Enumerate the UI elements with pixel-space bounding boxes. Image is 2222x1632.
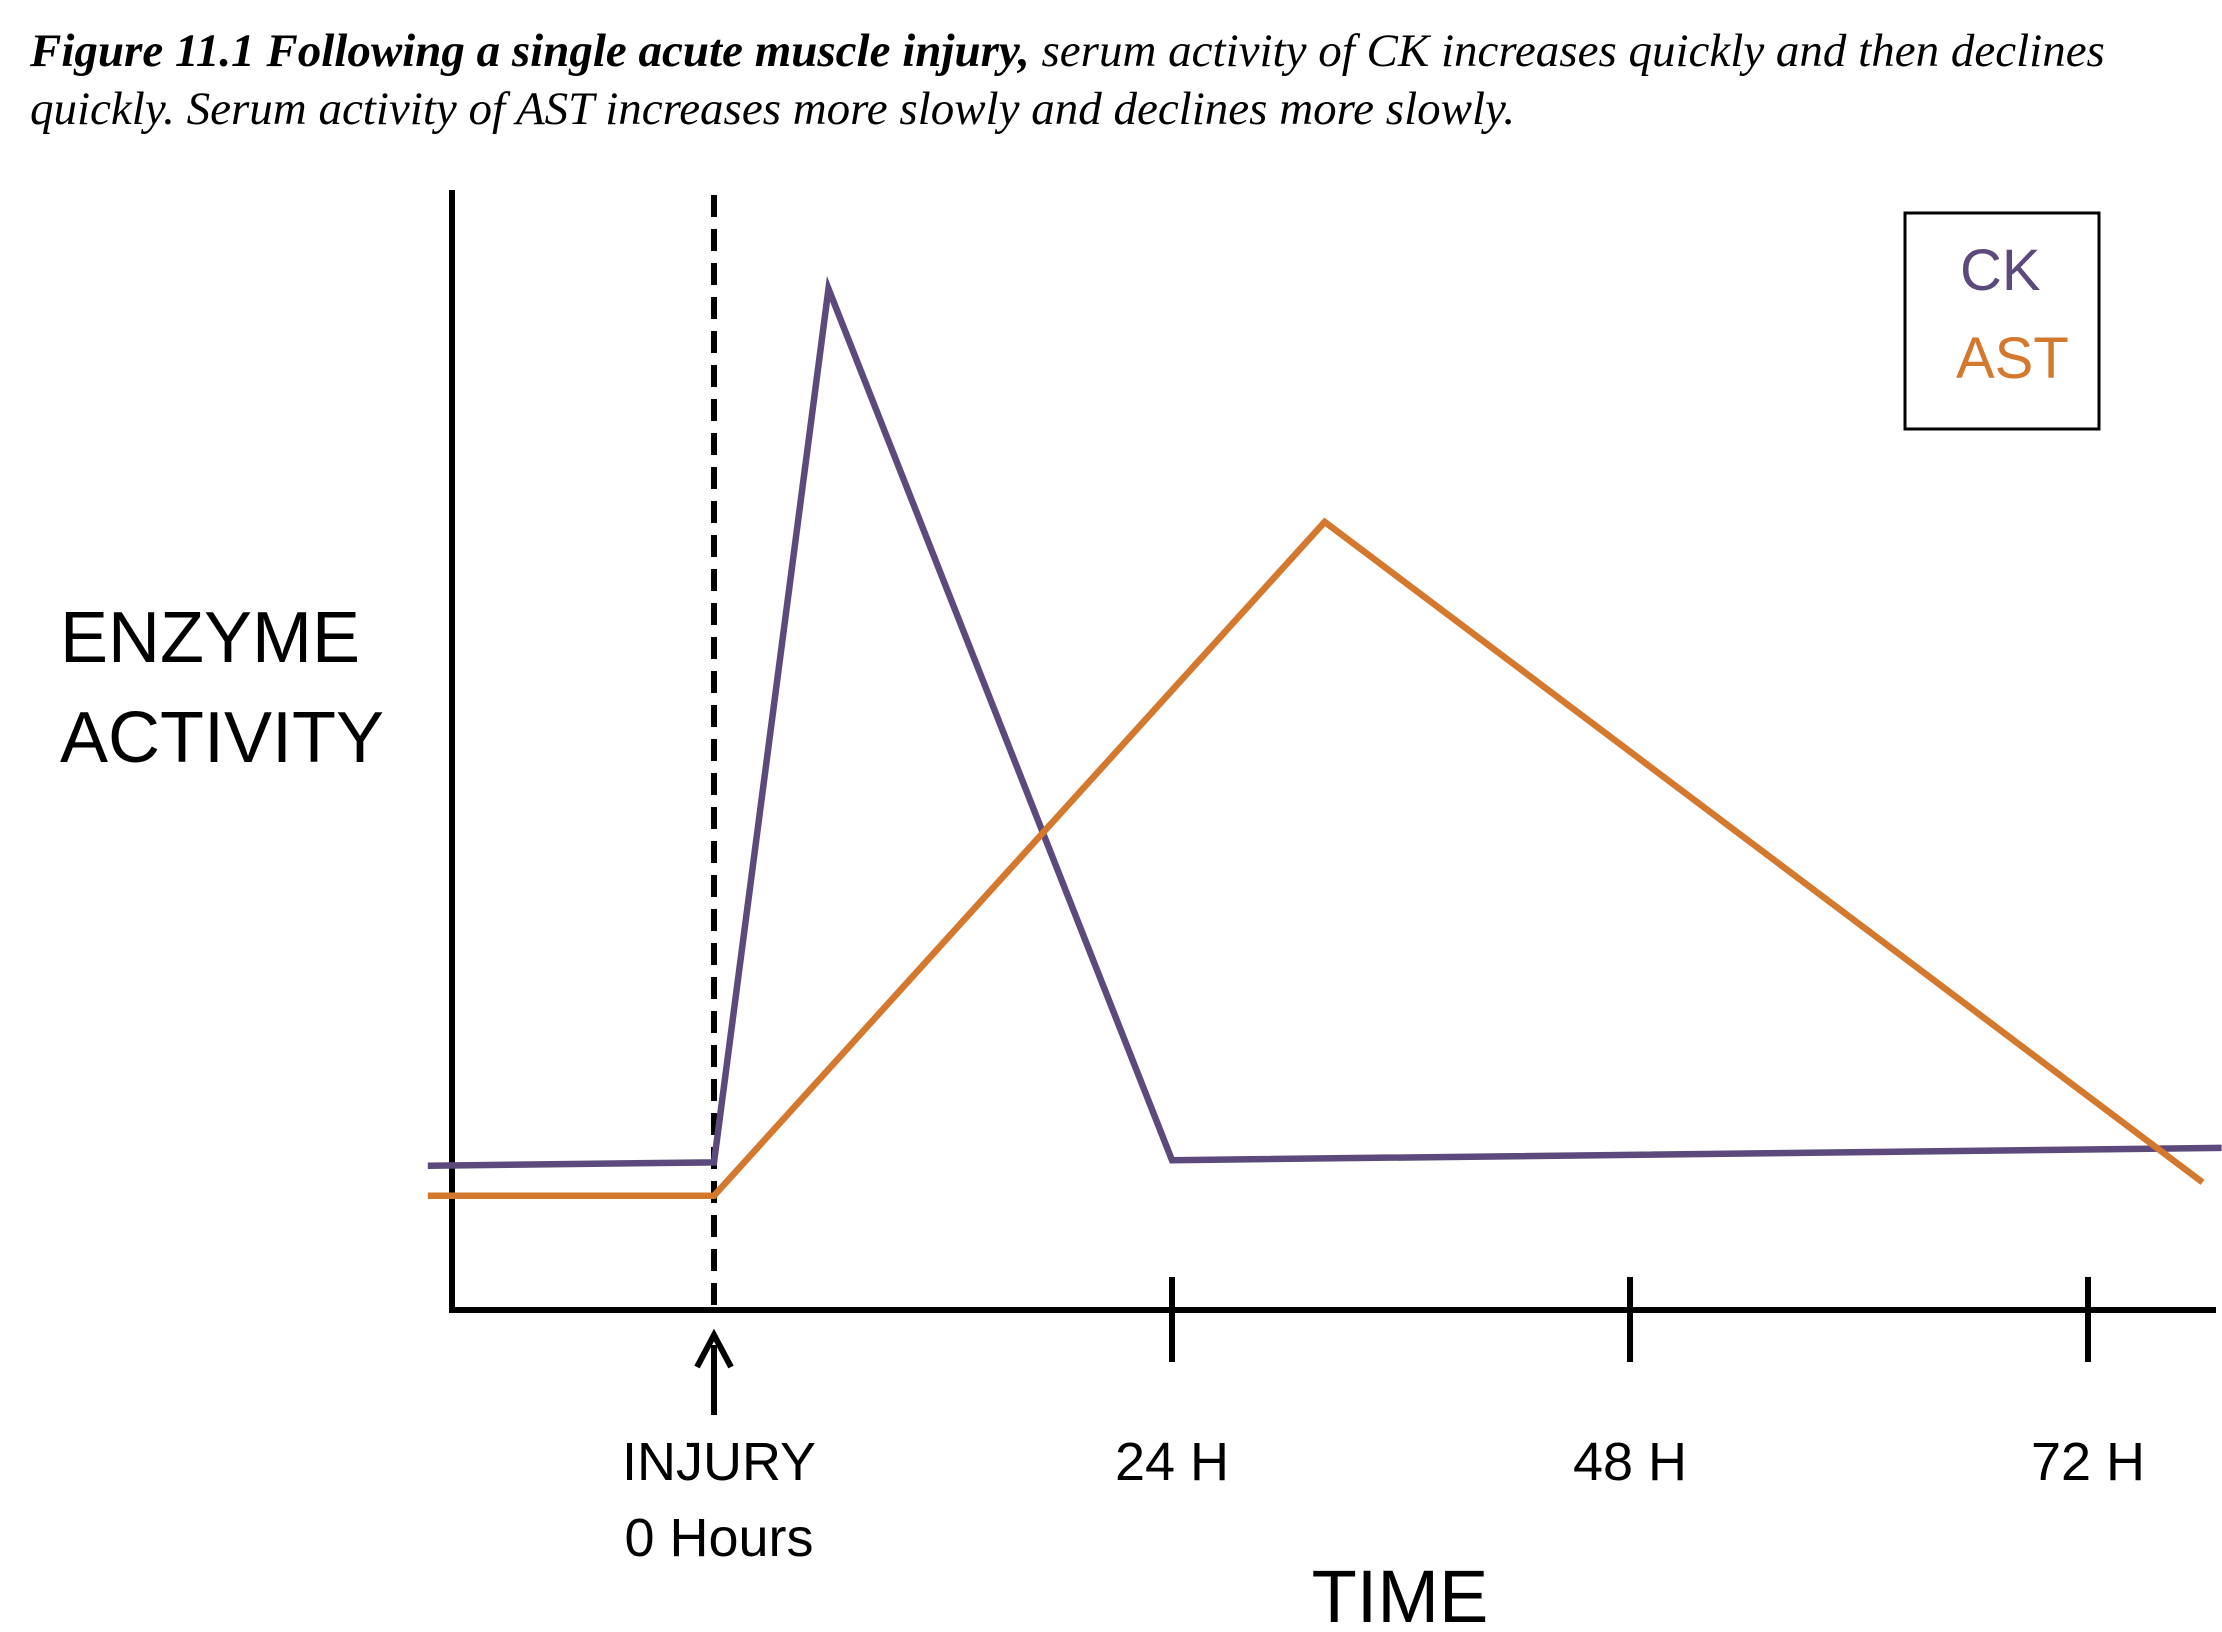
y-axis-label: ENZYME [60,598,360,678]
injury-label: 0 Hours [624,1508,813,1568]
series-lines [427,275,2222,1199]
x-tick-label: 72 H [2031,1432,2145,1492]
legend-entry-ast: AST [1956,326,2069,391]
legend-entry-ck: CK [1960,238,2041,303]
legend-box [1903,211,2101,431]
x-tick-label: 48 H [1573,1432,1687,1492]
injury-label: INJURY [622,1432,816,1492]
axes [449,190,2216,1415]
caption-rest: serum activity of CK increases quickly a… [30,25,2105,135]
y-axis-label: ACTIVITY [60,698,384,778]
injury-arrow-head [694,1328,734,1369]
x-axis-label: TIME [1312,1555,1489,1632]
legend: CK AST [1903,211,2101,431]
series-line-ck [427,275,2222,1169]
x-tick-label: 24 H [1115,1432,1229,1492]
figure-caption: Figure 11.1 Following a single acute mus… [30,22,2200,138]
series-line-ast [427,517,2205,1199]
axis-labels: 24 H 48 H 72 H INJURY 0 Hours ENZYME ACTIVITY T… [60,598,2145,1632]
caption-lead: Figure 11.1 Following a single acute mus… [30,25,1030,77]
